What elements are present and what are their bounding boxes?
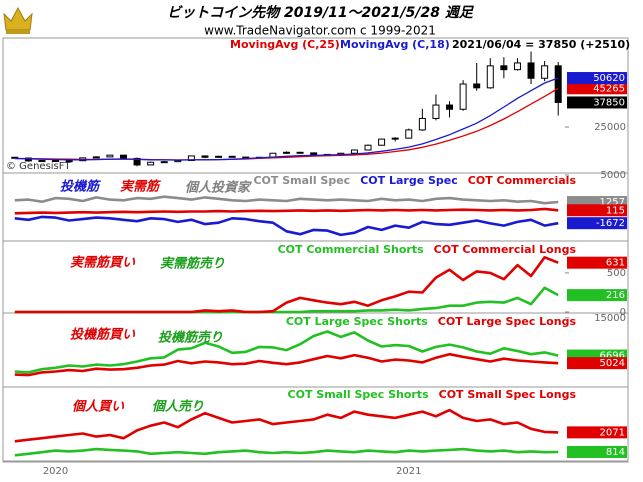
- value-box-label: -1672: [596, 218, 625, 229]
- candle-body: [405, 129, 413, 139]
- value-box-label: 115: [606, 205, 625, 216]
- annotation: 実需筋売り: [160, 256, 225, 272]
- annotation: 個人投資家: [185, 180, 252, 196]
- y-tick-label: 0: [620, 307, 626, 318]
- chart-title: ビットコイン先物 2019/11～2021/5/28 週足: [167, 4, 475, 21]
- candle-body: [119, 154, 127, 159]
- value-box: [567, 445, 627, 458]
- candle-body: [432, 104, 440, 119]
- series-line: [14, 352, 559, 377]
- legend-entry: COT Large Spec Shorts: [286, 315, 428, 328]
- candle-body: [11, 156, 19, 159]
- series-line: [14, 330, 559, 374]
- candle-body: [310, 152, 318, 156]
- candle-body: [296, 151, 304, 154]
- series-line: [14, 256, 559, 314]
- candle-body: [215, 155, 223, 158]
- candle-body: [228, 155, 236, 158]
- watermark: © GenesisFT: [6, 161, 71, 172]
- frame: [2, 37, 629, 463]
- legend-entry: MovingAvg (C,18): [340, 38, 450, 51]
- legend-entry: COT Large Spec: [360, 174, 458, 187]
- series-line: [14, 195, 559, 205]
- candle-body: [459, 83, 467, 110]
- candle-body: [554, 65, 562, 103]
- value-box-label: 216: [606, 290, 625, 301]
- value-box-label: 37850: [593, 97, 625, 108]
- candle-body: [160, 161, 168, 164]
- legend-entry: COT Small Spec: [253, 174, 350, 187]
- value-box: [567, 289, 627, 302]
- candle-body: [513, 62, 521, 71]
- legend-entry: MovingAvg (C,25): [230, 38, 340, 51]
- candle-body: [201, 155, 209, 158]
- value-box: [567, 72, 627, 85]
- value-box: [567, 204, 627, 217]
- legend-entry: COT Small Spec Shorts: [288, 388, 430, 401]
- annotation: 実需筋: [120, 179, 162, 195]
- logo: [3, 6, 33, 34]
- value-box-label: 631: [606, 258, 625, 269]
- info: 2021/06/04 = 37850 (+2510): [452, 38, 630, 51]
- candle-body: [500, 65, 508, 71]
- candle-body: [486, 65, 494, 89]
- x-tick-label: 2020: [43, 466, 68, 477]
- candle-body: [391, 137, 399, 140]
- legend-entry: COT Large Spec Longs: [438, 315, 577, 328]
- annotation: 個人売り: [152, 399, 204, 415]
- candle-body: [52, 160, 60, 163]
- candle-body: [473, 83, 481, 89]
- y-tick-label: 500: [607, 268, 626, 279]
- candle-body: [92, 156, 100, 159]
- series-line: [14, 408, 559, 443]
- annotation: 投機筋: [60, 179, 102, 195]
- value-box-label: 5024: [600, 358, 625, 369]
- candle-body: [446, 104, 454, 110]
- series-line: [14, 77, 559, 161]
- legend-entry: COT Commercial Shorts: [278, 243, 425, 256]
- value-box: [567, 357, 627, 370]
- annotation: 投機筋売り: [158, 330, 223, 346]
- value-box-label: 814: [606, 447, 625, 458]
- value-box: [567, 426, 627, 439]
- annotation: 実需筋買い: [70, 255, 136, 271]
- series-line: [14, 207, 559, 215]
- value-box-label: 50620: [593, 73, 625, 84]
- candle-body: [65, 160, 73, 163]
- value-box-label: 2071: [600, 427, 625, 438]
- candle-body: [527, 62, 535, 79]
- annotation: 個人買い: [72, 399, 125, 415]
- candle-body: [147, 161, 155, 166]
- value-box: [567, 82, 627, 95]
- candle-body: [378, 138, 386, 146]
- candle-body: [38, 160, 46, 163]
- annotation: 投機筋買い: [70, 327, 136, 343]
- value-box: [567, 96, 627, 109]
- legend-entry: COT Commercial Longs: [434, 243, 577, 256]
- candle-body: [106, 154, 114, 158]
- source: www.TradeNavigator.com c 1999-2021: [204, 24, 436, 38]
- y-tick-label: 25000: [594, 122, 626, 133]
- y-tick-label: 5000: [601, 170, 626, 181]
- value-box-label: 45265: [593, 83, 625, 94]
- y-tick-label: 15000: [594, 313, 626, 324]
- candle-body: [418, 117, 426, 131]
- series-line: [14, 215, 559, 237]
- candle-body: [541, 65, 549, 79]
- value-box-label: 6696: [600, 351, 625, 362]
- value-box: [567, 256, 627, 269]
- legend-entry: COT Small Spec Longs: [439, 388, 577, 401]
- x-tick-label: 2021: [396, 466, 421, 477]
- candle-body: [133, 157, 141, 166]
- value-box-label: 1257: [600, 197, 625, 208]
- candle-body: [350, 149, 358, 154]
- candle-body: [283, 151, 290, 154]
- value-box: [567, 217, 627, 230]
- series-line: [14, 447, 559, 457]
- legend-entry: COT Commercials: [468, 174, 577, 187]
- candle-body: [364, 144, 372, 151]
